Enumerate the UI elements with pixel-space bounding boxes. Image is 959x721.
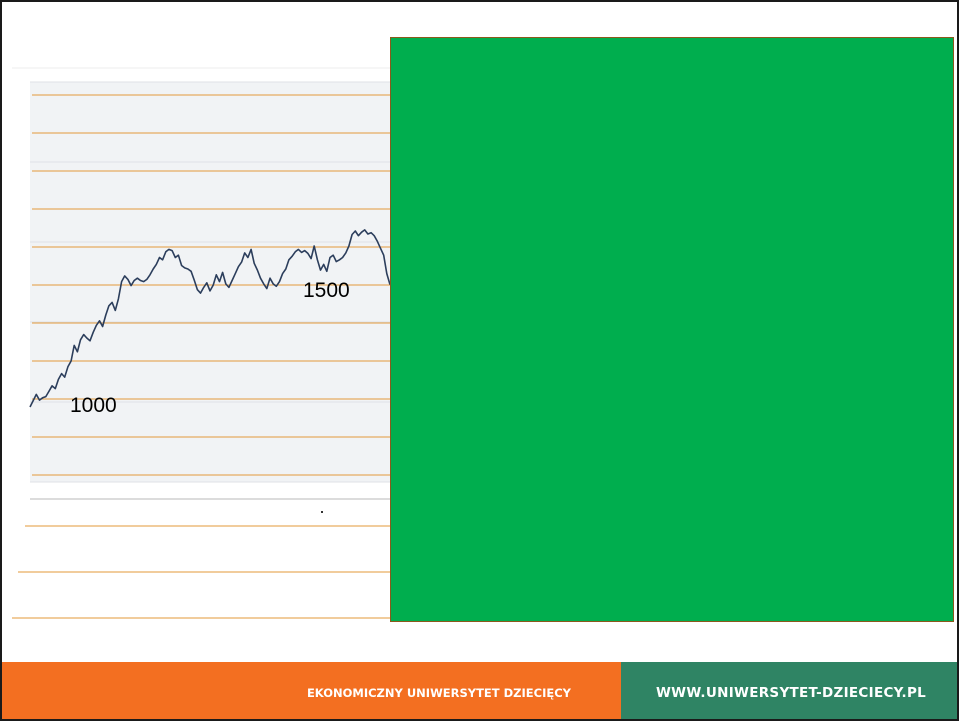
axis-tick-mark: [321, 511, 323, 513]
tick-label-1500: 1500: [303, 279, 350, 302]
series-line: [29, 229, 391, 408]
footer-bar: EKONOMICZNY UNIWERSYTET DZIECIĘCY WWW.UN…: [2, 662, 957, 719]
line-chart: [12, 67, 391, 619]
plot-background: [30, 82, 390, 482]
footer-org-name: EKONOMICZNY UNIWERSYTET DZIECIĘCY: [306, 685, 571, 700]
footer-left-panel: EKONOMICZNY UNIWERSYTET DZIECIĘCY: [2, 662, 621, 719]
green-overlay-box: [390, 37, 954, 622]
footer-website-link[interactable]: WWW.UNIWERSYTET-DZIECIECY.PL: [655, 684, 927, 701]
footer-right-panel[interactable]: WWW.UNIWERSYTET-DZIECIECY.PL: [621, 662, 957, 719]
chart-area: 1000 1500: [2, 2, 957, 662]
tick-label-1000: 1000: [70, 394, 117, 417]
